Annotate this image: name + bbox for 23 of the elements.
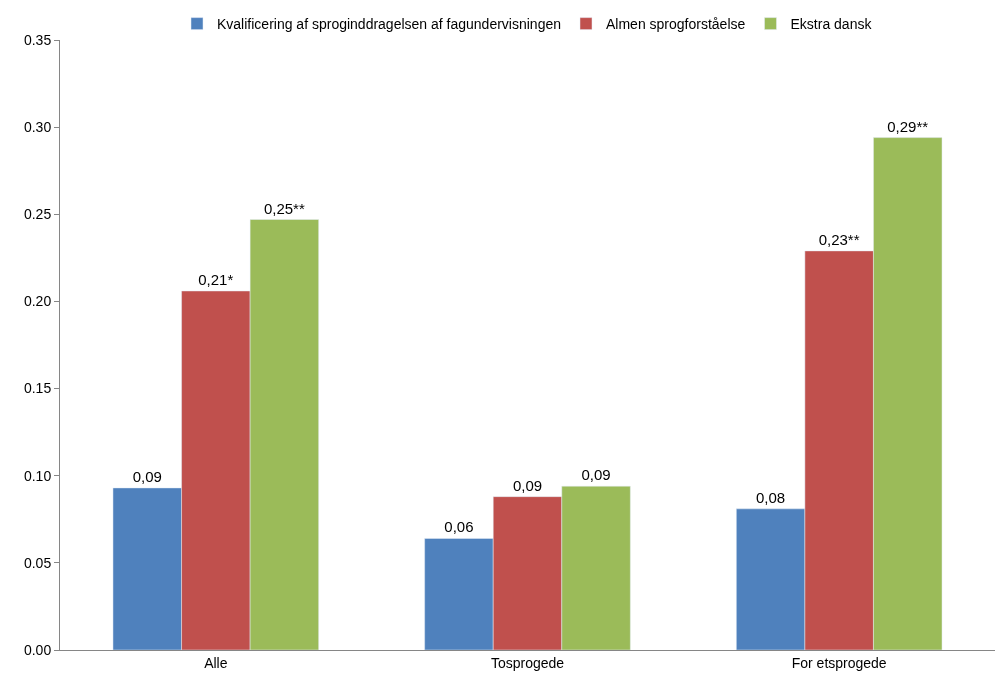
y-tick-label: 0.15: [23, 380, 52, 397]
y-tick-label: 0.25: [23, 206, 52, 223]
y-tick-label: 0.20: [23, 293, 52, 310]
data-label: 0,09: [512, 476, 543, 494]
data-label: 0,09: [581, 466, 611, 484]
data-label: 0,29**: [887, 117, 929, 135]
data-label: 0,23**: [818, 230, 860, 248]
data-label: 0,06: [444, 518, 474, 536]
legend-label: Ekstra dansk: [790, 16, 873, 33]
y-tick-label: 0.10: [23, 467, 52, 484]
x-tick-label: For etsprogede: [791, 654, 887, 671]
legend-label: Almen sprogforståelse: [606, 16, 746, 33]
data-label: 0,08: [756, 488, 786, 506]
data-label: 0,09: [132, 467, 162, 485]
x-tick-label: Tosprogede: [490, 654, 565, 671]
y-tick-label: 0.00: [23, 641, 52, 658]
y-tick-label: 0.05: [23, 554, 52, 571]
x-tick-label: Alle: [204, 654, 228, 671]
data-label: 0,21*: [198, 270, 234, 288]
y-tick-label: 0.30: [23, 119, 52, 136]
data-label: 0,25**: [263, 199, 305, 217]
legend-label: Kvalificering af sproginddragelsen af fagundervisningen: [217, 16, 561, 33]
y-tick-label: 0.35: [23, 31, 52, 48]
